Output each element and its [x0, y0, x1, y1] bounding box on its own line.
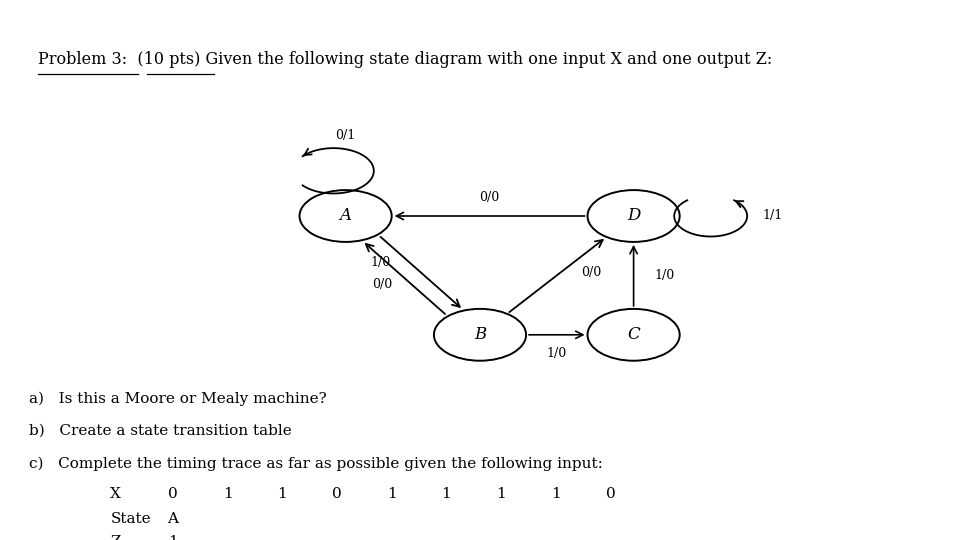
Text: D: D [627, 207, 640, 225]
Text: 0: 0 [606, 487, 615, 501]
Text: 1/0: 1/0 [546, 347, 567, 360]
Text: a)   Is this a Moore or Mealy machine?: a) Is this a Moore or Mealy machine? [29, 392, 326, 406]
Text: X: X [110, 487, 121, 501]
Text: 0/1: 0/1 [335, 129, 356, 142]
Text: 1: 1 [442, 487, 451, 501]
Text: c)   Complete the timing trace as far as possible given the following input:: c) Complete the timing trace as far as p… [29, 456, 603, 471]
Text: 1: 1 [551, 487, 561, 501]
Text: 0: 0 [168, 487, 178, 501]
Text: A: A [167, 512, 179, 526]
Text: 1/1: 1/1 [762, 210, 782, 222]
Text: 1: 1 [168, 535, 178, 540]
Text: 1/0: 1/0 [371, 255, 391, 268]
Text: A: A [340, 207, 351, 225]
Text: B: B [474, 326, 486, 343]
Text: 1: 1 [387, 487, 396, 501]
Text: Problem 3:  (10 pts) Given the following state diagram with one input X and one : Problem 3: (10 pts) Given the following … [38, 51, 773, 68]
Text: C: C [627, 326, 640, 343]
Text: State: State [110, 512, 151, 526]
Text: 0/0: 0/0 [479, 191, 500, 204]
Text: 1: 1 [496, 487, 506, 501]
Text: 1/0: 1/0 [655, 269, 675, 282]
Text: Z: Z [110, 535, 121, 540]
Text: b)   Create a state transition table: b) Create a state transition table [29, 424, 292, 438]
Text: 0/0: 0/0 [581, 266, 601, 279]
Text: 0/0: 0/0 [372, 278, 393, 291]
Text: 0: 0 [332, 487, 342, 501]
Text: 1: 1 [223, 487, 232, 501]
Text: 1: 1 [277, 487, 287, 501]
